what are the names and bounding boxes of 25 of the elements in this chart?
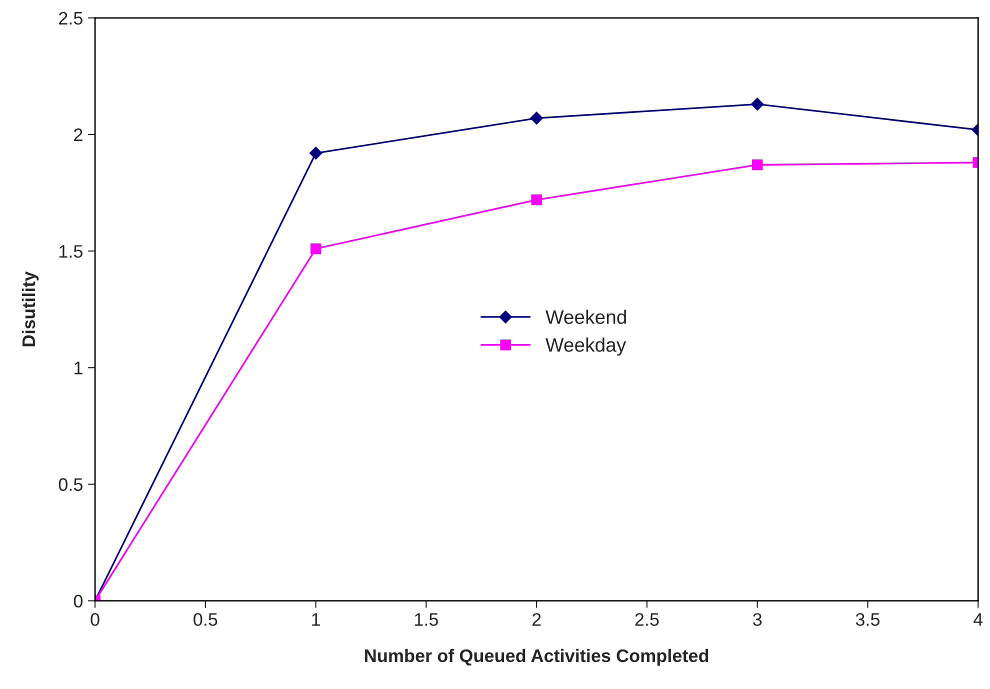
x-tick-label: 3.5	[856, 613, 880, 626]
x-tick-label: 1.5	[415, 613, 438, 626]
y-tick-label: 0.5	[58, 478, 82, 491]
y-tick-label: 1.5	[60, 245, 82, 258]
y-tick-label: 2	[74, 128, 82, 142]
point	[530, 112, 543, 125]
legend-label: Weekend	[546, 310, 626, 324]
legend-label: Weekday	[546, 338, 626, 356]
point	[750, 98, 764, 111]
x-axis-title: Number of Queued Activities Completed	[365, 648, 708, 666]
x-tick-label: 3	[753, 613, 762, 626]
x-tick-label: 1	[312, 613, 320, 626]
point	[309, 146, 322, 160]
point	[310, 243, 322, 254]
x-tick-label: 2.5	[635, 613, 659, 626]
y-tick-label: 0	[74, 594, 83, 608]
x-tick-label: 4	[974, 613, 983, 626]
y-tick-label: 2.5	[59, 12, 82, 25]
y-axis-title: Disutility	[22, 271, 39, 346]
point	[531, 194, 542, 206]
x-tick-label: 2	[532, 613, 541, 626]
x-tick-label: 0	[90, 613, 100, 626]
y-tick-label: 1	[74, 362, 82, 374]
point	[752, 159, 763, 170]
x-tick-label: 0.5	[194, 613, 218, 626]
